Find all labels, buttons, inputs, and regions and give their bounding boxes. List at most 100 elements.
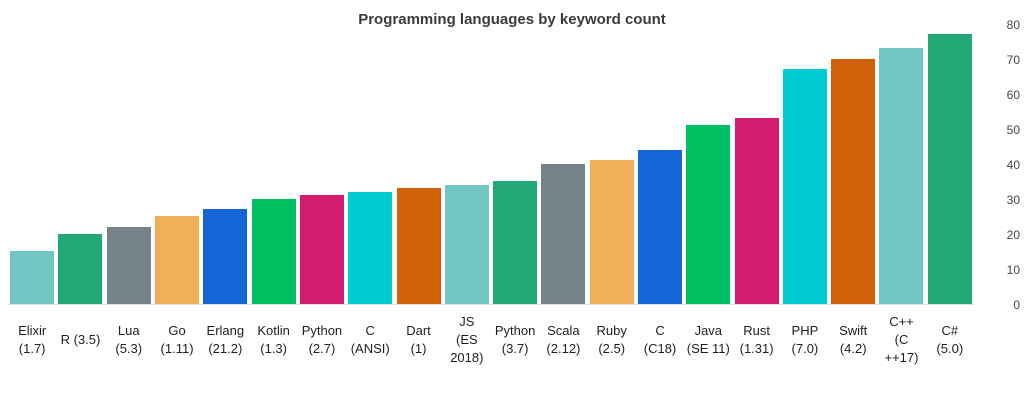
- chart-bar[interactable]: [396, 188, 441, 304]
- chart-bar[interactable]: [831, 59, 876, 304]
- x-axis-label-line: Dart: [406, 323, 431, 338]
- x-axis-label-line: C++: [889, 314, 914, 329]
- x-axis-label-line: (4.2): [839, 341, 867, 356]
- bar-slot: [346, 25, 394, 304]
- x-axis-label-line: (ES: [455, 332, 478, 347]
- x-axis-label-line: Elixir: [18, 323, 47, 338]
- x-axis-label: Java (SE 11): [684, 313, 732, 367]
- chart-bar[interactable]: [299, 195, 344, 304]
- x-axis-label: JS (ES 2018): [443, 313, 491, 367]
- x-axis-label-line: (2.12): [546, 341, 581, 356]
- chart-bar[interactable]: [541, 164, 586, 304]
- x-axis-label-line: (1.3): [260, 341, 287, 356]
- chart-bar[interactable]: [734, 118, 779, 304]
- x-axis-label: R (3.5): [56, 313, 104, 367]
- x-axis-label-line: Java: [694, 323, 723, 338]
- chart-bar[interactable]: [203, 209, 248, 304]
- y-axis-tick-label: 0: [1013, 298, 1020, 312]
- bars-container: [8, 25, 974, 304]
- x-axis-label-line: 2018): [450, 350, 484, 365]
- x-axis-label-line: (1.11): [160, 341, 194, 356]
- chart-bar[interactable]: [348, 192, 393, 304]
- bar-slot: [732, 25, 780, 304]
- x-axis-label-line: Go: [168, 323, 186, 338]
- y-axis-tick-label: 10: [1006, 263, 1020, 277]
- y-axis-tick-label: 70: [1006, 53, 1020, 67]
- bar-slot: [684, 25, 732, 304]
- x-axis-label-line: (SE 11): [686, 341, 730, 356]
- x-axis-label-line: (ANSI): [350, 341, 390, 356]
- x-axis-label-line: R (3.5): [60, 332, 101, 347]
- x-axis-label-line: (5.0): [936, 341, 964, 356]
- bar-slot: [877, 25, 925, 304]
- bar-slot: [201, 25, 249, 304]
- x-axis-label-line: Python: [494, 323, 536, 338]
- x-axis-label-line: (C18): [643, 341, 677, 356]
- chart-bar[interactable]: [444, 185, 489, 304]
- bar-slot: [539, 25, 587, 304]
- x-axis: Elixir (1.7) R (3.5) Lua (5.3) Go (1.11) Erlang…: [8, 313, 974, 367]
- x-axis-label: C# (5.0): [926, 313, 974, 367]
- bar-slot: [298, 25, 346, 304]
- x-axis-label: Python (2.7): [298, 313, 346, 367]
- bar-slot: [491, 25, 539, 304]
- x-axis-label-line: (3.7): [501, 341, 529, 356]
- x-axis-label: Dart (1): [394, 313, 442, 367]
- x-axis-label-line: (7.0): [791, 341, 819, 356]
- x-axis-label-line: (1.7): [18, 341, 46, 356]
- bar-slot: [8, 25, 56, 304]
- x-axis-label: Kotlin (1.3): [249, 313, 297, 367]
- bar-slot: [105, 25, 153, 304]
- x-axis-label: Scala (2.12): [539, 313, 587, 367]
- x-axis-label-line: Swift: [839, 323, 868, 338]
- x-axis-label-line: Kotlin: [257, 323, 290, 338]
- y-axis-tick-label: 50: [1006, 123, 1020, 137]
- x-axis-label-line: Rust: [743, 323, 770, 338]
- x-axis-label-line: (1): [410, 341, 427, 356]
- x-axis-label-line: (2.5): [598, 341, 626, 356]
- chart-bar[interactable]: [10, 251, 55, 304]
- x-axis-label: C (ANSI): [346, 313, 394, 367]
- chart-bar[interactable]: [155, 216, 200, 304]
- y-axis-tick-label: 60: [1006, 88, 1020, 102]
- x-axis-label-line: (2.7): [308, 341, 336, 356]
- bar-slot: [926, 25, 974, 304]
- x-axis-label-line: (21.2): [208, 341, 243, 356]
- x-axis-label: PHP (7.0): [781, 313, 829, 367]
- x-axis-label-line: Scala: [547, 323, 580, 338]
- x-axis-label-line: C: [365, 323, 375, 338]
- x-axis-label-line: (1.31): [739, 341, 774, 356]
- chart-bar[interactable]: [638, 150, 682, 304]
- y-axis-tick-label: 30: [1006, 193, 1020, 207]
- x-axis-label-line: PHP: [791, 323, 819, 338]
- bar-slot: [588, 25, 636, 304]
- x-axis-label-line: Lua: [117, 323, 140, 338]
- plot-area: [8, 25, 974, 305]
- x-axis-label-line: C#: [941, 323, 959, 338]
- x-axis-label: Python (3.7): [491, 313, 539, 367]
- chart-bar[interactable]: [251, 199, 296, 304]
- bar-slot: [781, 25, 829, 304]
- bar-slot: [443, 25, 491, 304]
- x-axis-label: Erlang (21.2): [201, 313, 249, 367]
- x-axis-label-line: Python: [301, 323, 343, 338]
- chart-bar[interactable]: [879, 48, 924, 304]
- x-axis-label: Rust (1.31): [732, 313, 780, 367]
- chart-bar[interactable]: [58, 234, 103, 304]
- x-axis-label: C (C18): [636, 313, 684, 367]
- bar-slot: [829, 25, 877, 304]
- chart-bar[interactable]: [106, 227, 151, 304]
- chart-bar[interactable]: [686, 125, 731, 304]
- chart-bar[interactable]: [589, 160, 634, 304]
- x-axis-label: Go (1.11): [153, 313, 201, 367]
- x-axis-label: Lua (5.3): [105, 313, 153, 367]
- x-axis-label-line: C: [655, 323, 665, 338]
- chart-bar[interactable]: [927, 34, 972, 304]
- chart-bar[interactable]: [782, 69, 827, 304]
- chart-bar[interactable]: [493, 181, 538, 304]
- bar-slot: [636, 25, 684, 304]
- bar-slot: [56, 25, 104, 304]
- y-axis-tick-label: 40: [1006, 158, 1020, 172]
- x-axis-label-line: (C: [894, 332, 909, 347]
